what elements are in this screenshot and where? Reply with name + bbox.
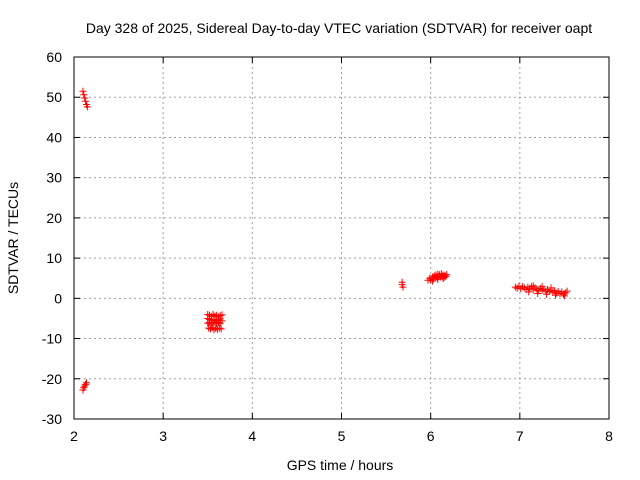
data-point — [552, 291, 559, 299]
data-point — [215, 324, 223, 332]
x-tick-label: 7 — [516, 428, 524, 444]
data-point — [428, 277, 436, 285]
y-tick-label: 0 — [54, 290, 62, 306]
data-point — [214, 318, 222, 326]
data-point — [82, 97, 90, 105]
data-point — [561, 289, 569, 297]
x-tick-label: 8 — [605, 428, 613, 444]
y-axis-label: SDTVAR / TECUs — [5, 182, 21, 294]
data-point — [82, 380, 90, 388]
x-axis-ticks: 2 3 4 5 6 7 8 — [70, 57, 613, 444]
grid-lines — [74, 57, 609, 419]
data-point — [399, 283, 407, 291]
data-point — [79, 87, 87, 95]
x-tick-label: 5 — [338, 428, 346, 444]
y-tick-label: -20 — [42, 371, 62, 387]
data-point — [81, 382, 89, 390]
data-point — [81, 94, 89, 102]
x-tick-label: 6 — [427, 428, 435, 444]
data-point — [434, 275, 442, 283]
data-point — [563, 287, 571, 295]
data-point — [529, 282, 537, 290]
data-point — [520, 284, 528, 292]
y-tick-label: -30 — [42, 411, 62, 427]
y-tick-label: 20 — [46, 210, 62, 226]
x-tick-label: 3 — [159, 428, 167, 444]
y-tick-label: 30 — [46, 170, 62, 186]
y-tick-label: 60 — [46, 49, 62, 65]
data-point — [534, 290, 542, 298]
y-tick-label: 10 — [46, 250, 62, 266]
data-point — [543, 290, 551, 298]
data-point — [441, 271, 449, 279]
data-point — [439, 275, 447, 283]
data-point — [547, 284, 555, 292]
data-point — [443, 271, 451, 279]
data-point — [527, 283, 535, 291]
data-point — [80, 91, 88, 99]
data-point — [511, 283, 519, 291]
x-axis-label: GPS time / hours — [287, 457, 394, 473]
y-tick-label: 40 — [46, 129, 62, 145]
data-point — [525, 288, 533, 296]
x-tick-label: 4 — [248, 428, 256, 444]
data-point — [560, 290, 568, 298]
y-tick-label: -10 — [42, 331, 62, 347]
data-point — [80, 384, 88, 392]
data-point — [560, 292, 568, 300]
data-point — [82, 379, 90, 387]
y-tick-label: 50 — [46, 89, 62, 105]
data-point — [216, 319, 224, 327]
data-point — [218, 311, 226, 319]
data-point — [217, 325, 225, 333]
y-axis-ticks: -30 -20 -10 0 10 20 30 40 50 60 — [42, 49, 609, 427]
x-tick-label: 2 — [70, 428, 78, 444]
data-point — [538, 283, 546, 291]
data-point — [556, 290, 564, 298]
data-point — [533, 285, 541, 293]
chart-title: Day 328 of 2025, Sidereal Day-to-day VTE… — [86, 20, 592, 36]
data-points — [79, 87, 571, 394]
data-point — [83, 103, 91, 111]
